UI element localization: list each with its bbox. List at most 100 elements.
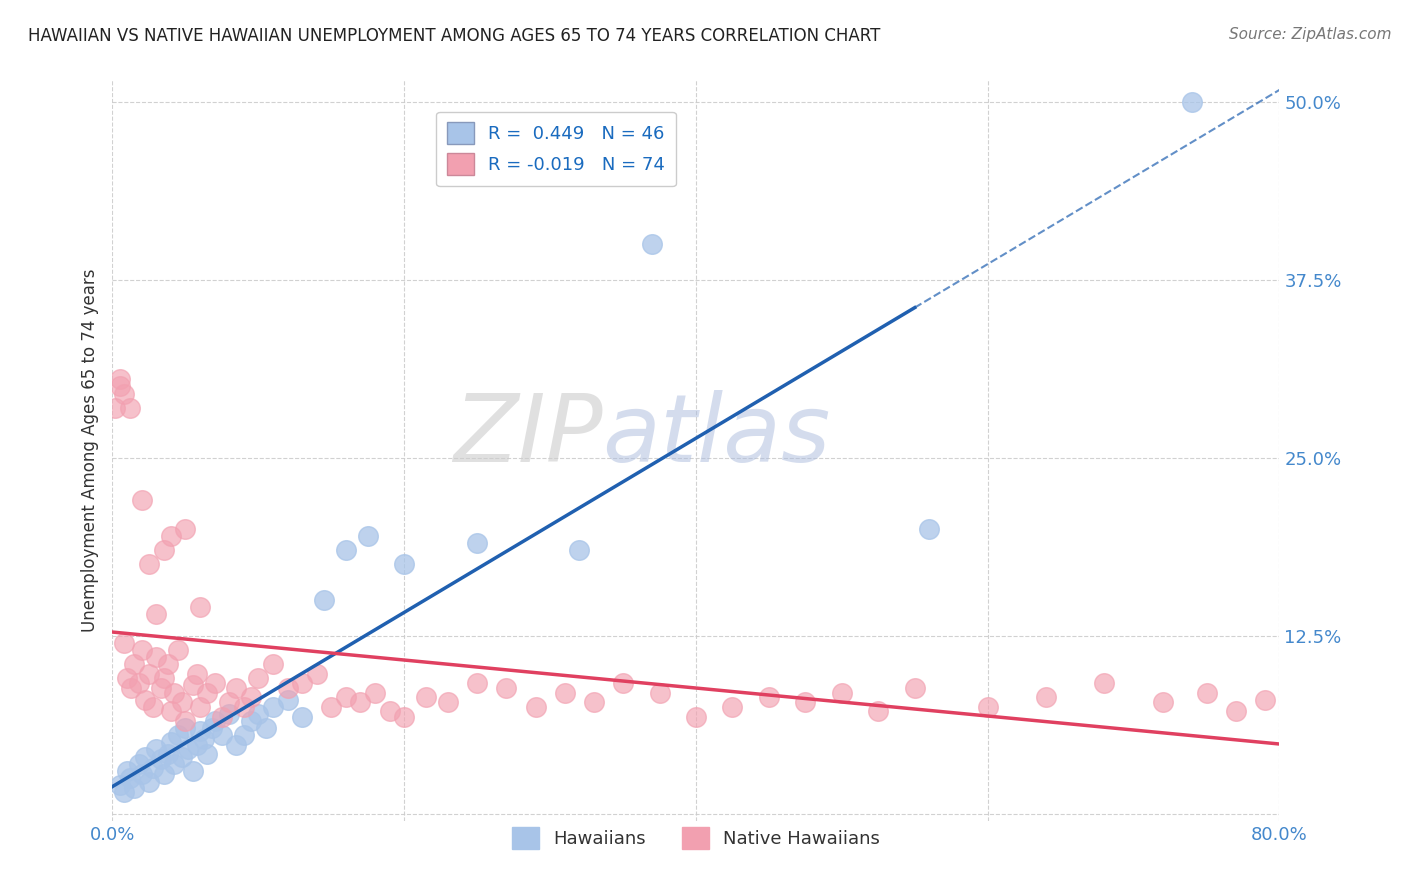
Point (181, 678, 204, 692)
Point (160, 704, 183, 718)
Point (134, 692, 156, 706)
Point (904, 681, 927, 696)
Point (167, 642, 190, 657)
Point (254, 721, 277, 735)
Point (188, 600, 211, 615)
Point (1094, 675, 1116, 690)
Point (163, 756, 186, 771)
Point (291, 675, 314, 690)
Point (1225, 704, 1247, 718)
Point (149, 752, 172, 766)
Point (188, 723, 211, 738)
Point (394, 558, 416, 572)
Point (186, 738, 208, 752)
Point (204, 714, 226, 728)
Point (831, 685, 853, 699)
Point (794, 696, 817, 710)
Point (321, 699, 343, 714)
Point (868, 704, 890, 718)
Point (240, 714, 263, 728)
Point (156, 747, 179, 761)
Point (145, 742, 167, 756)
Point (112, 386, 135, 401)
Point (1152, 696, 1174, 710)
Point (174, 522, 197, 536)
Point (201, 721, 224, 735)
Point (204, 675, 226, 690)
Point (172, 749, 194, 764)
Point (685, 709, 707, 723)
Point (108, 372, 131, 386)
Point (378, 704, 401, 718)
Point (612, 675, 634, 690)
Point (163, 685, 186, 699)
Point (247, 706, 270, 721)
Point (305, 667, 328, 681)
Point (167, 728, 190, 742)
Point (174, 714, 197, 728)
Point (1035, 690, 1057, 704)
Point (181, 764, 204, 778)
Point (437, 696, 460, 710)
Point (1195, 685, 1218, 699)
Point (188, 699, 211, 714)
Point (554, 685, 576, 699)
Point (108, 778, 131, 792)
Point (138, 558, 160, 572)
Point (291, 709, 314, 723)
Point (177, 742, 200, 756)
Point (195, 685, 218, 699)
Point (465, 675, 488, 690)
Point (128, 675, 150, 690)
Point (357, 529, 380, 543)
Point (262, 657, 284, 671)
Point (149, 681, 172, 696)
Point (108, 379, 131, 393)
Point (152, 766, 174, 780)
Point (582, 696, 605, 710)
Point (276, 692, 298, 706)
Point (195, 747, 218, 761)
Point (156, 657, 179, 671)
Point (1181, 95, 1204, 109)
Point (240, 690, 263, 704)
Y-axis label: Unemployment Among Ages 65 to 74 years: Unemployment Among Ages 65 to 74 years (80, 268, 98, 632)
Point (276, 681, 298, 696)
Point (218, 696, 240, 710)
Point (172, 696, 194, 710)
Point (128, 756, 150, 771)
Text: ZIP: ZIP (453, 390, 603, 481)
Point (160, 529, 183, 543)
Point (524, 699, 547, 714)
Point (186, 667, 208, 681)
Point (758, 690, 780, 704)
Point (1254, 692, 1277, 706)
Point (465, 536, 488, 550)
Point (232, 699, 254, 714)
Point (115, 764, 138, 778)
Point (211, 709, 233, 723)
Point (335, 690, 357, 704)
Point (145, 649, 167, 664)
Point (335, 543, 357, 558)
Point (218, 706, 240, 721)
Point (104, 401, 127, 415)
Point (112, 785, 135, 799)
Point (721, 699, 744, 714)
Point (138, 775, 160, 789)
Point (247, 671, 270, 685)
Text: Source: ZipAtlas.com: Source: ZipAtlas.com (1229, 27, 1392, 42)
Point (131, 493, 153, 508)
Point (124, 657, 146, 671)
Point (131, 766, 153, 780)
Point (118, 401, 141, 415)
Point (648, 685, 671, 699)
Point (394, 709, 416, 723)
Point (232, 728, 254, 742)
Point (262, 699, 284, 714)
Point (174, 721, 197, 735)
Point (918, 522, 941, 536)
Point (152, 671, 174, 685)
Point (415, 690, 437, 704)
Point (225, 681, 247, 696)
